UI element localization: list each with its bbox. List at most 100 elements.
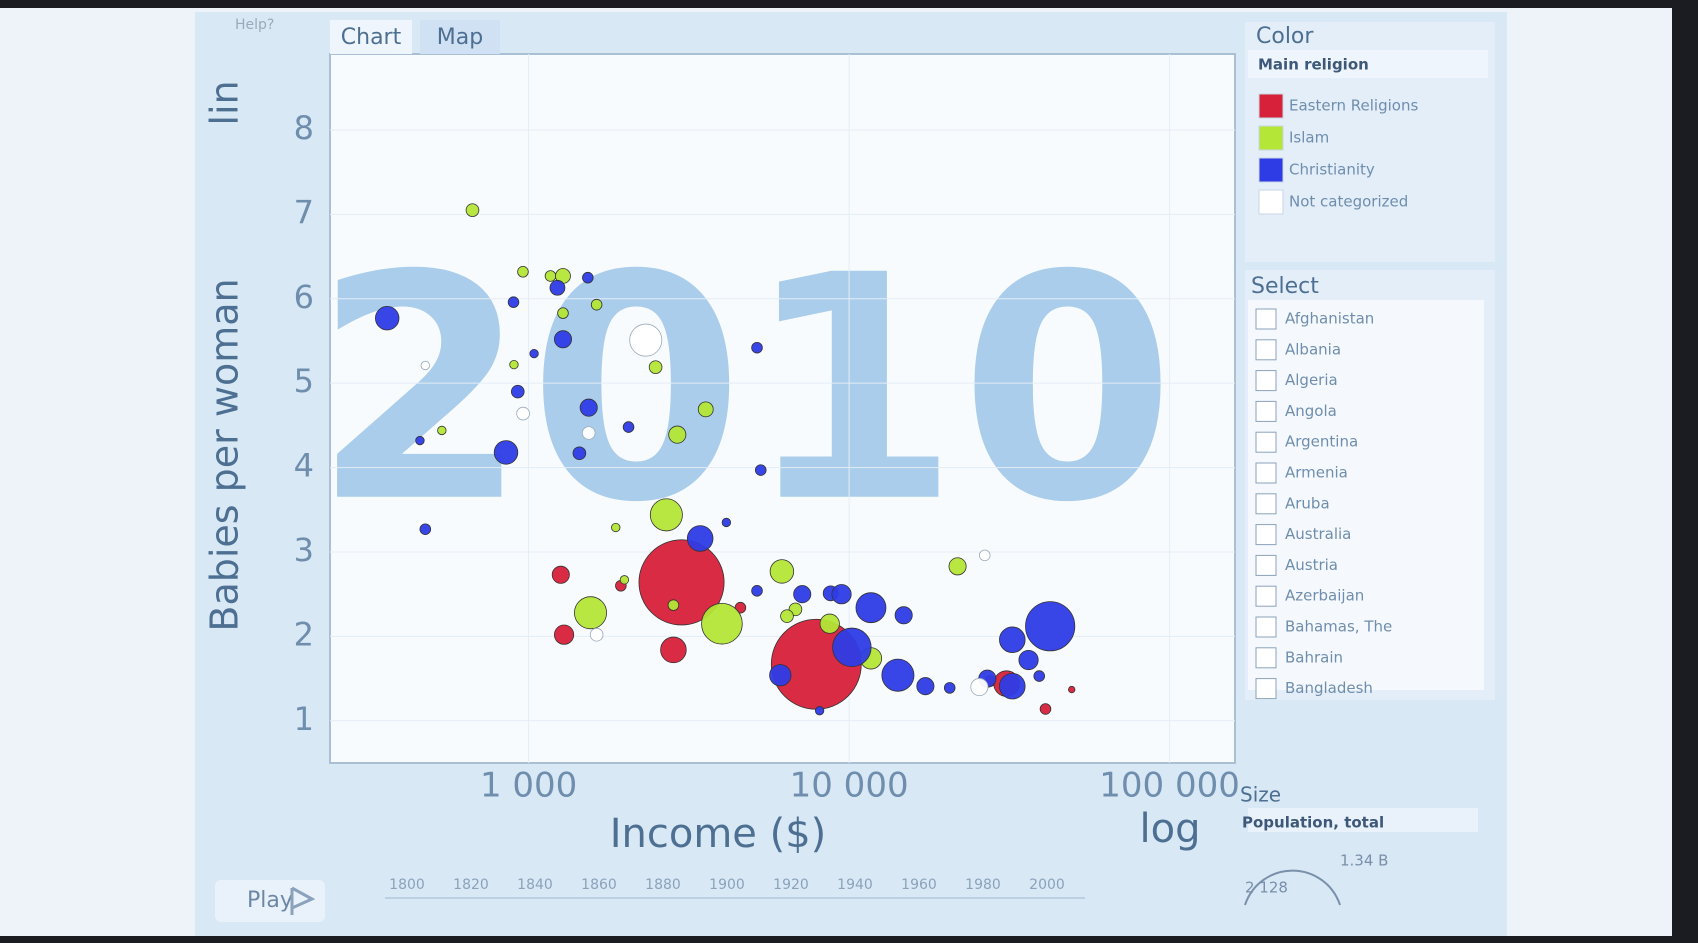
bubble [649, 361, 662, 374]
dropdown-value[interactable]: Main religion [1258, 56, 1369, 74]
bubble [510, 360, 519, 369]
bubble [755, 465, 766, 476]
checkbox[interactable] [1256, 401, 1276, 421]
bubble [573, 447, 586, 460]
country-name[interactable]: Austria [1285, 556, 1338, 574]
country-name[interactable]: Azerbaijan [1285, 587, 1364, 605]
help-link[interactable]: Help? [235, 17, 274, 33]
tab-label[interactable]: Chart [341, 25, 402, 50]
bubble [722, 518, 731, 527]
country-name[interactable]: Bahamas, The [1285, 618, 1392, 636]
country-name[interactable]: Angola [1285, 402, 1337, 420]
panel-title: Select [1251, 274, 1319, 299]
bubble [517, 407, 530, 420]
country-name[interactable]: Aruba [1285, 494, 1330, 512]
country-name[interactable]: Bahrain [1285, 648, 1343, 666]
checkbox[interactable] [1256, 432, 1276, 452]
timeline-year: 1820 [453, 877, 489, 893]
bubble [820, 614, 839, 633]
x-tick-label: 1 000 [480, 766, 577, 806]
timeline-year: 1960 [901, 877, 937, 893]
legend-label: Not categorized [1289, 193, 1408, 211]
timeline-year: 1840 [517, 877, 553, 893]
y-tick-label: 8 [294, 109, 314, 147]
checkbox[interactable] [1256, 371, 1276, 391]
checkbox[interactable] [1256, 494, 1276, 514]
checkbox[interactable] [1256, 555, 1276, 575]
bubble [552, 566, 569, 583]
bubble [944, 683, 955, 694]
bubble [582, 272, 593, 283]
bubble [650, 499, 682, 531]
bubble [698, 402, 713, 417]
year-watermark: 2010 [313, 210, 1176, 571]
panel-title: Color [1256, 24, 1314, 49]
checkbox[interactable] [1256, 586, 1276, 606]
bubble [582, 427, 595, 440]
x-axis-title[interactable]: Income ($) [610, 811, 827, 857]
tab-label[interactable]: Map [437, 25, 483, 50]
timeline-year: 2000 [1029, 877, 1065, 893]
play-label[interactable]: Play [247, 888, 293, 913]
bubble [702, 603, 743, 644]
bubble [375, 306, 399, 330]
y-tick-label: 4 [294, 447, 314, 485]
timeline-year: 1940 [837, 877, 873, 893]
country-name[interactable]: Afghanistan [1285, 310, 1374, 328]
country-name[interactable]: Albania [1285, 340, 1341, 358]
bubble [752, 585, 763, 596]
bubble [752, 342, 763, 353]
bubble [687, 526, 713, 552]
bubble [438, 426, 447, 435]
bubble [420, 524, 431, 535]
bubble [770, 560, 794, 584]
timeline-year: 1860 [581, 877, 617, 893]
checkbox[interactable] [1256, 617, 1276, 637]
country-name[interactable]: Argentina [1285, 433, 1358, 451]
checkbox[interactable] [1256, 463, 1276, 483]
country-name[interactable]: Algeria [1285, 371, 1338, 389]
bubble [530, 349, 539, 358]
x-scale-label[interactable]: log [1140, 806, 1201, 852]
y-tick-label: 1 [294, 700, 314, 738]
bubble [1019, 650, 1038, 669]
y-axis-title[interactable]: Babies per woman [203, 278, 247, 631]
x-tick-label: 10 000 [790, 766, 909, 806]
timeline-year: 1880 [645, 877, 681, 893]
bubble [558, 308, 569, 319]
y-scale-label[interactable]: lin [203, 80, 247, 125]
bubble [590, 628, 603, 641]
bubble [979, 550, 990, 561]
checkbox[interactable] [1256, 648, 1276, 668]
bubble [882, 659, 914, 691]
panel-title: Size [1240, 783, 1281, 807]
bubble [832, 585, 851, 604]
bubble [630, 324, 662, 356]
legend-swatch [1259, 126, 1283, 150]
bubble [518, 266, 529, 277]
checkbox[interactable] [1256, 309, 1276, 329]
bubble [895, 607, 912, 624]
bubble [416, 436, 425, 445]
checkbox[interactable] [1256, 340, 1276, 360]
page: Help? Chart Map 2010 lin Babies per woma… [0, 0, 1698, 943]
country-name[interactable]: Armenia [1285, 464, 1348, 482]
bubble [949, 558, 966, 575]
checkbox[interactable] [1256, 525, 1276, 545]
dropdown-value[interactable]: Population, total [1242, 814, 1384, 832]
x-tick-label: 100 000 [1099, 766, 1240, 806]
y-tick-label: 5 [294, 362, 314, 400]
bubble [466, 204, 479, 217]
y-tick-label: 6 [294, 278, 314, 316]
legend-label: Christianity [1289, 161, 1375, 179]
country-name[interactable]: Bangladesh [1285, 679, 1373, 697]
checkbox[interactable] [1256, 679, 1276, 699]
y-tick-label: 2 [294, 615, 314, 653]
legend-swatch [1259, 190, 1283, 214]
timeline-year: 1920 [773, 877, 809, 893]
country-name[interactable]: Australia [1285, 525, 1351, 543]
bubble [781, 610, 794, 623]
bubble [421, 361, 430, 370]
bubble [494, 441, 518, 465]
bubble [545, 271, 556, 282]
